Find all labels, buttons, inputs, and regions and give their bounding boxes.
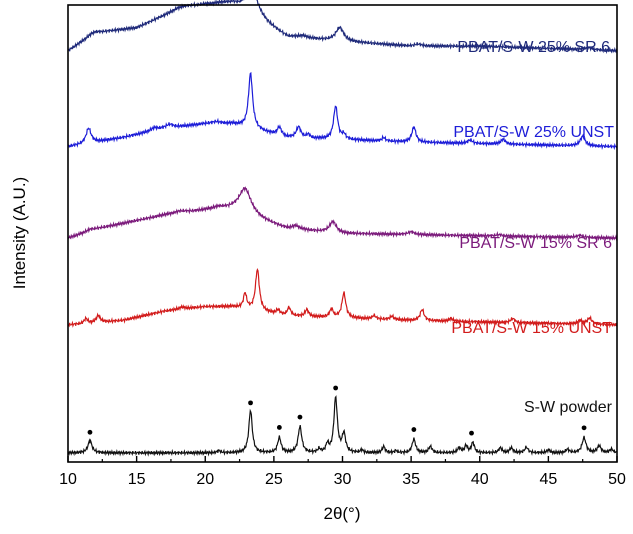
- x-tick-label: 35: [402, 471, 420, 488]
- series-line: [67, 186, 618, 242]
- peak-marker: [248, 400, 253, 406]
- series-line: [67, 267, 618, 329]
- series-label: PBAT/S-W 25% SR 6: [457, 39, 610, 56]
- x-tick-label: 20: [196, 471, 214, 488]
- peak-marker: [333, 385, 339, 391]
- peak-marker: [411, 427, 417, 432]
- x-tick-label: 10: [59, 471, 77, 488]
- peak-marker: [581, 425, 587, 431]
- series-line: [67, 395, 618, 457]
- x-tick-label: 25: [265, 471, 283, 488]
- series-line: [67, 0, 618, 55]
- series-label: S-W powder: [524, 399, 613, 416]
- x-axis-title: 2θ(°): [323, 504, 360, 523]
- plot-frame: [67, 4, 618, 463]
- x-tick-label: 15: [128, 471, 146, 488]
- series-label: PBAT/S-W 15% SR 6: [459, 235, 612, 252]
- series-label: PBAT/S-W 25% UNST: [453, 124, 614, 141]
- x-ticks: 10 15 20 25 30 35 40 45 50: [59, 456, 626, 488]
- peak-marker: [297, 414, 303, 420]
- x-tick-label: 45: [539, 471, 557, 488]
- peak-markers: [87, 385, 587, 436]
- x-tick-label: 50: [608, 471, 626, 488]
- peak-marker: [469, 430, 474, 436]
- series-line: [67, 71, 618, 151]
- y-axis-title: Intensity (A.U.): [10, 177, 29, 289]
- series-group: [67, 0, 618, 457]
- series-labels: PBAT/S-W 25% SR 6 PBAT/S-W 25% UNST PBAT/S…: [451, 39, 614, 416]
- peak-marker: [276, 425, 282, 430]
- peak-marker: [87, 429, 93, 435]
- x-tick-label: 40: [471, 471, 489, 488]
- x-tick-label: 30: [334, 471, 352, 488]
- series-label: PBAT/S-W 15% UNST: [451, 320, 612, 337]
